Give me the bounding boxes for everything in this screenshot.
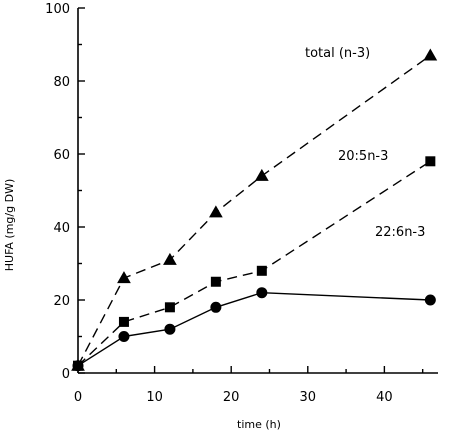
square-marker: [164, 302, 175, 313]
x-tick-label: 30: [300, 390, 317, 405]
y-tick-label: 20: [53, 294, 70, 309]
series-line-1: [77, 54, 431, 367]
circle-marker: [118, 331, 130, 342]
y-tick-label: 40: [53, 221, 70, 236]
x-tick-label: 0: [74, 390, 82, 405]
axes: 0 20 40 60 80 100 0 10 20 30 40 time (h) HUFA (mg/g …: [3, 2, 438, 431]
circle-marker: [424, 294, 436, 306]
x-axis-title: time (h): [237, 418, 281, 431]
circle-marker: [256, 287, 268, 299]
circle-marker: [72, 360, 84, 372]
x-tick-label: 40: [376, 390, 393, 405]
x-tick-label: 20: [223, 390, 240, 405]
series-line-2: [77, 160, 431, 367]
series-label-3: 22:6n-3: [375, 225, 425, 240]
triangle-marker: [423, 48, 438, 61]
triangle-marker: [209, 205, 223, 218]
square-marker: [256, 265, 267, 276]
square-marker: [210, 276, 221, 287]
circle-marker: [210, 301, 222, 313]
y-axis-title: HUFA (mg/g DW): [3, 179, 16, 271]
x-tick-label: 10: [146, 390, 163, 405]
y-tick-label: 80: [53, 75, 70, 90]
y-tick-label: 0: [62, 367, 70, 382]
y-tick-label: 60: [53, 148, 70, 163]
series-label-1: total (n-3): [305, 46, 370, 61]
series-line-3: [77, 291, 431, 367]
series-label-2: 20:5n-3: [338, 149, 388, 164]
triangle-marker: [163, 252, 177, 265]
triangle-marker: [254, 168, 269, 181]
series-group: [71, 48, 438, 372]
triangle-marker: [117, 271, 131, 284]
circle-marker: [164, 323, 176, 335]
y-tick-label: 100: [45, 2, 70, 17]
labels: total (n-3) 20:5n-3 22:6n-3: [305, 46, 425, 240]
square-marker: [425, 156, 436, 167]
square-marker: [118, 316, 129, 327]
